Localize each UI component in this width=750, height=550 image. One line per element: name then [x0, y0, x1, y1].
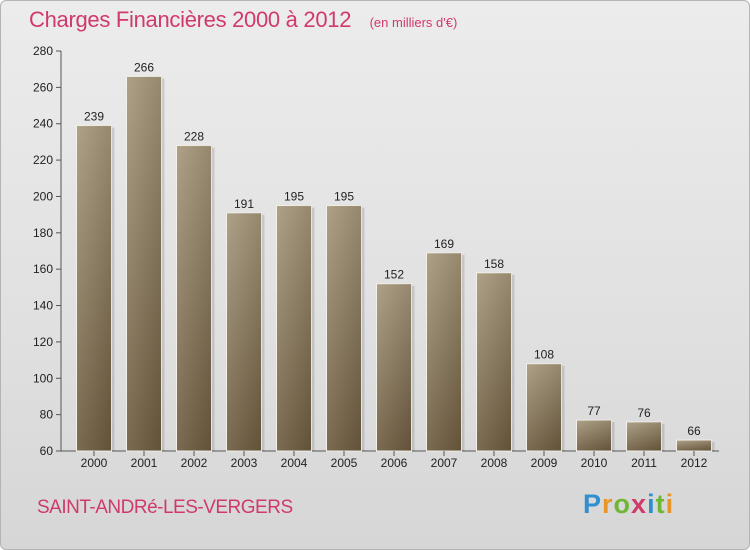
bar-shade [576, 420, 612, 451]
x-tick-label: 2008 [481, 456, 508, 470]
y-tick-label: 200 [33, 189, 53, 203]
bar-value-label: 158 [484, 257, 504, 271]
x-tick-label: 2003 [231, 456, 258, 470]
x-tick-label: 2000 [81, 456, 108, 470]
bar-shade [476, 272, 512, 451]
bar-shade [326, 205, 362, 451]
bar-value-label: 108 [534, 348, 554, 362]
bar-shade [526, 363, 562, 451]
proxiti-logo[interactable]: Proxiti [583, 489, 675, 519]
y-tick-label: 260 [33, 80, 53, 94]
chart-title-block: Charges Financières 2000 à 2012 (en mill… [29, 7, 457, 33]
y-tick-label: 220 [33, 153, 53, 167]
bar-value-label: 195 [334, 190, 354, 204]
bar-shade [626, 421, 662, 451]
y-tick-label: 100 [33, 371, 53, 385]
city-name: SAINT-ANDRé-LES-VERGERS [37, 497, 293, 518]
bar-value-label: 77 [587, 404, 601, 418]
bar-shade [176, 145, 212, 451]
y-tick-label: 140 [33, 299, 53, 313]
chart-subtitle: (en milliers d'€) [369, 15, 458, 30]
x-tick-label: 2010 [581, 456, 608, 470]
bar-value-label: 191 [234, 197, 254, 211]
bar-value-label: 169 [434, 237, 454, 251]
x-tick-label: 2009 [531, 456, 558, 470]
bar-value-label: 152 [384, 268, 404, 282]
bar-value-label: 76 [637, 406, 651, 420]
y-tick-label: 80 [40, 408, 54, 422]
bar-shade [76, 125, 112, 451]
y-tick-label: 60 [40, 444, 54, 458]
x-tick-label: 2004 [281, 456, 308, 470]
x-tick-label: 2006 [381, 456, 408, 470]
bar-shade [376, 283, 412, 451]
y-tick-label: 280 [33, 44, 53, 58]
bar-value-label: 66 [687, 424, 701, 438]
y-tick-label: 120 [33, 335, 53, 349]
bar-shade [226, 212, 262, 451]
bar-shade [126, 76, 162, 452]
bar-value-label: 228 [184, 130, 204, 144]
bar-value-label: 195 [284, 190, 304, 204]
y-tick-label: 160 [33, 262, 53, 276]
bar-shade [276, 205, 312, 451]
x-tick-label: 2002 [181, 456, 208, 470]
chart-title: Charges Financières 2000 à 2012 [29, 7, 352, 32]
bar-value-label: 239 [84, 110, 104, 124]
x-tick-label: 2001 [131, 456, 158, 470]
bar-value-label: 266 [134, 60, 154, 74]
bar-shade [676, 440, 712, 451]
x-tick-label: 2012 [681, 456, 708, 470]
x-tick-label: 2007 [431, 456, 458, 470]
x-tick-label: 2005 [331, 456, 358, 470]
y-tick-label: 180 [33, 226, 53, 240]
y-tick-label: 240 [33, 117, 53, 131]
bar-shade [426, 252, 462, 451]
x-tick-label: 2011 [631, 456, 657, 470]
